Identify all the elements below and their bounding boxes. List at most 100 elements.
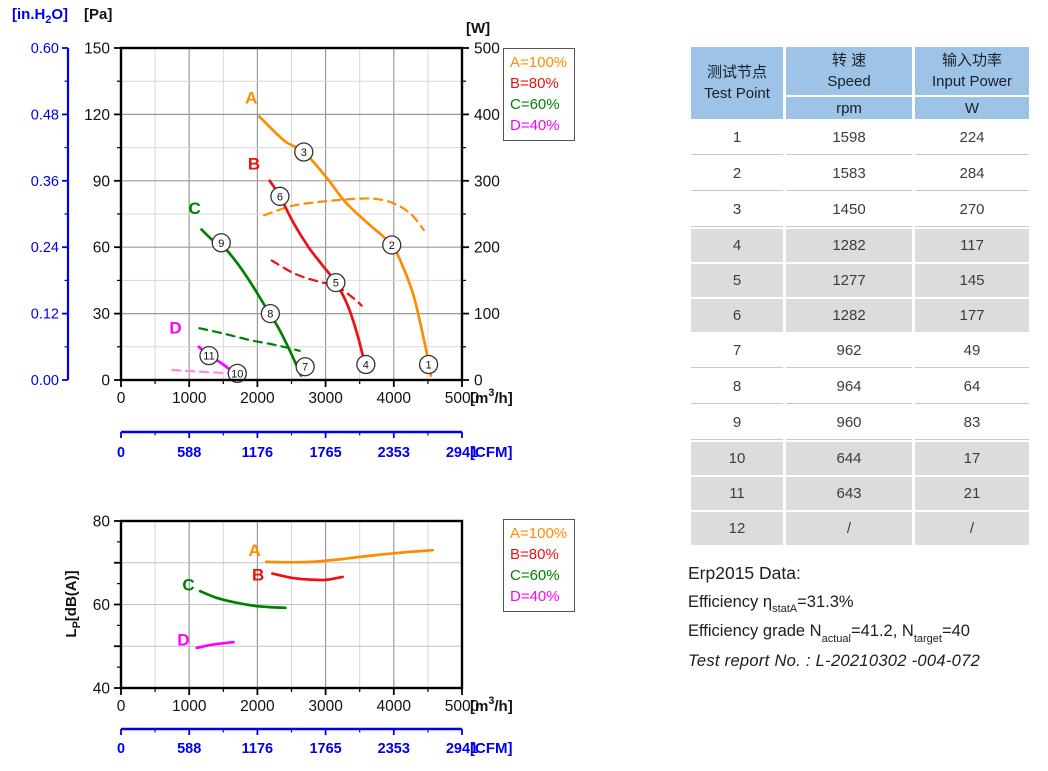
svg-text:2000: 2000 (240, 390, 275, 407)
svg-text:588: 588 (177, 741, 201, 757)
test-point-marker-10 (227, 363, 247, 384)
legend-item: A=100% (510, 54, 568, 71)
curve-label-B: B (248, 155, 260, 174)
table-cell: 11 (691, 477, 783, 510)
svg-text:150: 150 (84, 41, 110, 58)
svg-text:3000: 3000 (308, 698, 343, 715)
table-cell: 49 (915, 334, 1029, 368)
svg-text:300: 300 (474, 173, 500, 190)
curve-label-D: D (169, 319, 181, 338)
test-point-number-11: 11 (203, 351, 214, 363)
yb-axis-unit-inh2o: [in.H2O] (12, 6, 68, 26)
legend-top: A=100% B=80% C=60% D=40% (503, 48, 576, 141)
table-cell: 1277 (786, 264, 912, 297)
test-point-marker-7 (295, 357, 315, 377)
test-table-body: 1 1598 224 2 1583 284 3 1450 270 4 1282 117 5 1277 145… (691, 121, 1029, 545)
svg-text:1765: 1765 (309, 741, 341, 757)
table-cell: 145 (915, 264, 1029, 297)
erp-report-line: Test report No. : L-20210302 -004-072 (688, 651, 981, 670)
svg-text:0.60: 0.60 (31, 41, 59, 57)
svg-text:1765: 1765 (309, 445, 341, 461)
table-cell: 8 (691, 370, 783, 404)
legend-item: A=100% (510, 525, 568, 542)
legend-item: D=40% (510, 117, 560, 134)
table-cell: 1282 (786, 299, 912, 332)
table-header-rpm-unit: rpm (786, 97, 912, 119)
curve-label-A: A (245, 88, 257, 107)
svg-text:4000: 4000 (377, 698, 412, 715)
header-speed-en: Speed (827, 73, 871, 90)
series-B-80-input-power (270, 259, 363, 307)
erp-efficiency-value: =31.3% (797, 593, 854, 611)
test-point-number-9: 9 (218, 238, 224, 250)
test-point-marker-2 (382, 235, 402, 255)
svg-text:5000: 5000 (445, 390, 480, 407)
curve-label-C: C (189, 199, 201, 218)
table-cell: 5 (691, 264, 783, 297)
table-cell: 224 (915, 121, 1029, 155)
svg-text:30: 30 (93, 306, 111, 323)
table-cell: 1598 (786, 121, 912, 155)
table-cell: 7 (691, 334, 783, 368)
svg-text:0.48: 0.48 (31, 107, 59, 123)
svg-text:0.24: 0.24 (31, 240, 59, 256)
series-A-100-input-power (263, 197, 425, 231)
legend-bottom: A=100% B=80% C=60% D=40% (503, 519, 576, 612)
erp-efficiency-label: Efficiency η (688, 593, 773, 611)
test-point-marker-5 (326, 272, 346, 293)
erp-grade-label: Efficiency grade N (688, 622, 822, 641)
header-test-point-en: Test Point (704, 85, 770, 102)
y-axis-unit-db: LP[dB(A)] (63, 570, 83, 637)
table-row: 5 1277 145 (691, 264, 1029, 297)
table-header-input-power: 输入功率 Input Power (915, 47, 1029, 95)
table-cell: 64 (915, 370, 1029, 404)
erp-grade-line: Efficiency grade Nactual=41.2, Ntarget=4… (688, 622, 1040, 645)
test-point-number-8: 8 (267, 309, 273, 321)
table-header-speed: 转 速 Speed (786, 47, 912, 95)
table-row: 3 1450 270 (691, 193, 1029, 227)
series-B-80-noise (271, 572, 344, 582)
table-row: 11 643 21 (691, 477, 1029, 510)
table-cell: 1 (691, 121, 783, 155)
table-header-test-point: 测试节点 Test Point (691, 47, 783, 119)
table-cell: 960 (786, 406, 912, 440)
header-speed-cn: 转 速 (831, 52, 867, 69)
svg-text:1176: 1176 (242, 445, 273, 461)
table-cell: 83 (915, 406, 1029, 440)
x-axis-unit-m3h: [m3/h] (470, 387, 513, 407)
svg-text:0.36: 0.36 (31, 174, 59, 190)
table-cell: 962 (786, 334, 912, 368)
test-point-number-1: 1 (426, 360, 432, 372)
svg-text:588: 588 (177, 445, 201, 461)
table-row: 1 1598 224 (691, 121, 1029, 155)
table-cell: 9 (691, 406, 783, 440)
table-cell: 964 (786, 370, 912, 404)
svg-text:40: 40 (93, 681, 111, 698)
table-cell: / (915, 512, 1029, 545)
test-point-marker-3 (294, 142, 314, 162)
svg-text:0: 0 (117, 390, 126, 407)
svg-text:60: 60 (93, 240, 111, 257)
table-cell: 177 (915, 299, 1029, 332)
table-row: 2 1583 284 (691, 157, 1029, 191)
svg-text:90: 90 (93, 173, 111, 190)
x-axis-unit-m3h: [m3/h] (470, 695, 513, 715)
table-cell: 117 (915, 229, 1029, 262)
erp-data-block: Erp2015 Data: Efficiency ηstatA=31.3% Ef… (688, 563, 1040, 671)
svg-text:4000: 4000 (377, 390, 412, 407)
svg-text:0: 0 (117, 741, 125, 757)
curve-label-A: A (249, 541, 261, 560)
legend-item: D=40% (510, 588, 560, 605)
test-point-marker-4 (356, 354, 376, 375)
test-point-number-6: 6 (277, 191, 283, 203)
erp-grade-sub-target: target (913, 632, 942, 645)
table-row: 10 644 17 (691, 442, 1029, 475)
svg-text:1176: 1176 (242, 741, 273, 757)
curve-label-D: D (177, 630, 189, 649)
svg-text:500: 500 (474, 41, 500, 58)
table-cell: 643 (786, 477, 912, 510)
svg-text:2000: 2000 (240, 698, 275, 715)
table-cell: 644 (786, 442, 912, 475)
series-A-100-pressure (258, 115, 433, 377)
